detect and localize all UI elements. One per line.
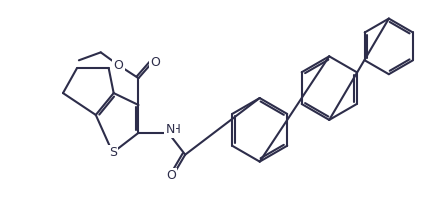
- Text: N: N: [166, 123, 175, 136]
- Text: S: S: [109, 146, 117, 159]
- Text: O: O: [166, 169, 176, 182]
- Text: O: O: [114, 59, 124, 72]
- Text: O: O: [150, 56, 160, 69]
- Text: H: H: [172, 123, 181, 136]
